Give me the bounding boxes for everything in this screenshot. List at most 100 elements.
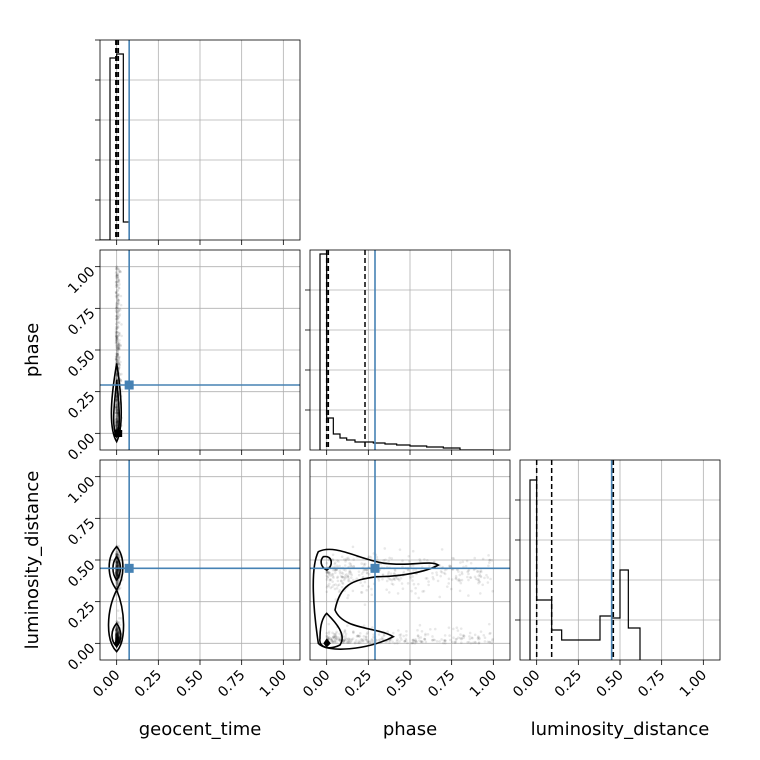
sample-point bbox=[115, 292, 118, 295]
sample-point bbox=[114, 406, 118, 410]
sample-point bbox=[487, 564, 490, 568]
sample-point bbox=[116, 582, 120, 586]
sample-point bbox=[115, 406, 118, 410]
sample-point bbox=[337, 638, 341, 641]
sample-point bbox=[116, 564, 119, 568]
sample-point bbox=[385, 640, 388, 644]
sample-point bbox=[418, 623, 422, 627]
sample-point bbox=[114, 632, 118, 636]
sample-point bbox=[392, 577, 396, 580]
sample-point bbox=[479, 569, 483, 572]
sample-point bbox=[477, 641, 481, 645]
sample-point bbox=[335, 637, 339, 641]
sample-point bbox=[473, 556, 477, 560]
sample-point bbox=[115, 572, 118, 576]
sample-point bbox=[465, 559, 469, 563]
sample-point bbox=[116, 273, 119, 277]
sample-point bbox=[116, 632, 120, 636]
sample-point bbox=[116, 273, 120, 276]
sample-point bbox=[117, 631, 121, 634]
sample-point bbox=[342, 636, 346, 639]
sample-point bbox=[424, 577, 428, 580]
sample-point bbox=[440, 570, 444, 574]
sample-point bbox=[351, 589, 355, 593]
sample-point bbox=[115, 422, 119, 425]
sample-point bbox=[468, 637, 472, 641]
sample-point bbox=[116, 633, 119, 636]
sample-point bbox=[398, 579, 401, 582]
sample-point bbox=[338, 632, 341, 635]
sample-point bbox=[114, 627, 118, 630]
sample-point bbox=[362, 570, 365, 574]
sample-point bbox=[338, 571, 342, 575]
sample-point bbox=[114, 423, 118, 427]
sample-point bbox=[438, 595, 442, 599]
sample-point bbox=[115, 636, 118, 640]
sample-point bbox=[117, 267, 120, 271]
sample-point bbox=[411, 641, 415, 644]
sample-point bbox=[114, 632, 118, 636]
truth-point bbox=[124, 563, 134, 573]
sample-point bbox=[432, 577, 435, 581]
sample-point bbox=[329, 638, 333, 642]
sample-point bbox=[347, 579, 351, 583]
sample-point bbox=[338, 638, 341, 642]
sample-point bbox=[411, 549, 415, 553]
sample-point bbox=[466, 640, 469, 644]
sample-point bbox=[116, 633, 120, 636]
sample-point bbox=[334, 632, 338, 635]
sample-point bbox=[115, 280, 118, 283]
sample-point bbox=[334, 568, 337, 572]
x-tick-label: 0.75 bbox=[215, 667, 248, 700]
sample-point bbox=[115, 283, 118, 287]
sample-point bbox=[114, 628, 118, 632]
sample-point bbox=[117, 564, 120, 568]
sample-point bbox=[326, 576, 329, 579]
sample-point bbox=[114, 570, 118, 574]
sample-point bbox=[116, 569, 119, 573]
sample-point bbox=[115, 315, 119, 319]
sample-point bbox=[377, 638, 380, 642]
sample-point bbox=[328, 578, 332, 581]
sample-point bbox=[356, 634, 359, 638]
sample-point bbox=[116, 635, 119, 639]
sample-point bbox=[331, 557, 334, 561]
sample-point bbox=[118, 366, 121, 369]
sample-point bbox=[398, 548, 402, 551]
sample-point bbox=[114, 636, 118, 640]
sample-point bbox=[488, 558, 491, 562]
sample-point bbox=[116, 571, 119, 574]
sample-point bbox=[116, 582, 120, 585]
sample-point bbox=[116, 293, 120, 296]
sample-point bbox=[115, 320, 119, 324]
sample-point bbox=[114, 357, 118, 361]
sample-point bbox=[467, 578, 470, 582]
sample-point bbox=[114, 404, 118, 407]
grid bbox=[310, 460, 510, 660]
sample-point bbox=[116, 634, 120, 638]
sample-point bbox=[115, 636, 118, 640]
sample-point bbox=[470, 636, 474, 639]
sample-point bbox=[115, 425, 118, 429]
y-tick-label: 0.50 bbox=[65, 347, 98, 380]
sample-point bbox=[114, 411, 118, 415]
sample-point bbox=[466, 570, 469, 574]
sample-point bbox=[114, 424, 118, 427]
sample-point bbox=[115, 355, 119, 359]
sample-point bbox=[117, 365, 121, 369]
sample-point bbox=[115, 632, 119, 636]
sample-point bbox=[114, 564, 118, 568]
sample-point bbox=[473, 633, 477, 637]
sample-point bbox=[120, 372, 123, 376]
sample-point bbox=[477, 578, 481, 581]
sample-point bbox=[115, 571, 119, 575]
sample-point bbox=[116, 569, 120, 573]
sample-point bbox=[116, 636, 120, 639]
y-tick-label: 0.25 bbox=[65, 599, 98, 632]
sample-point bbox=[419, 640, 423, 643]
sample-point bbox=[116, 275, 120, 278]
sample-point bbox=[331, 553, 335, 557]
sample-point bbox=[443, 568, 447, 572]
sample-point bbox=[325, 574, 329, 578]
sample-point bbox=[347, 639, 351, 643]
